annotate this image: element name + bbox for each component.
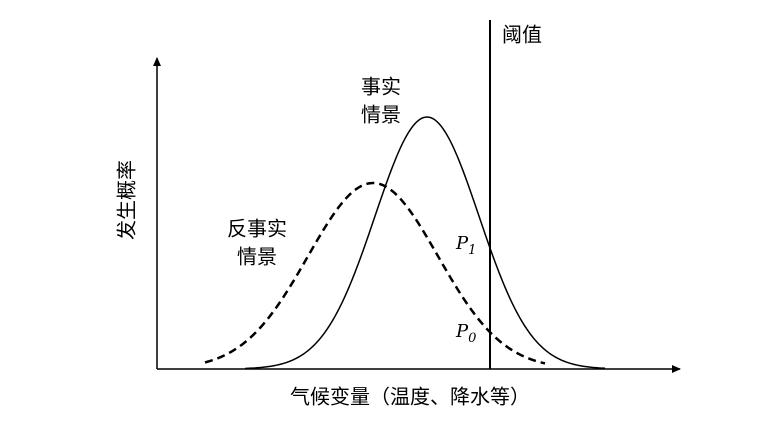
threshold-label: 阈值: [502, 23, 542, 47]
y-axis-label: 发生概率: [115, 160, 139, 240]
factual-curve: [244, 116, 606, 370]
factual-label: 事实: [361, 75, 401, 99]
counterfactual-label: 情景: [237, 245, 277, 269]
factual-label: 情景: [361, 103, 401, 127]
counterfactual-label: 反事实: [227, 217, 287, 241]
p1-label: P1: [455, 233, 476, 258]
counterfactual-curve: [204, 181, 546, 365]
p0-label: P0: [455, 321, 476, 346]
x-axis-label: 气候变量（温度、降水等）: [290, 385, 530, 409]
